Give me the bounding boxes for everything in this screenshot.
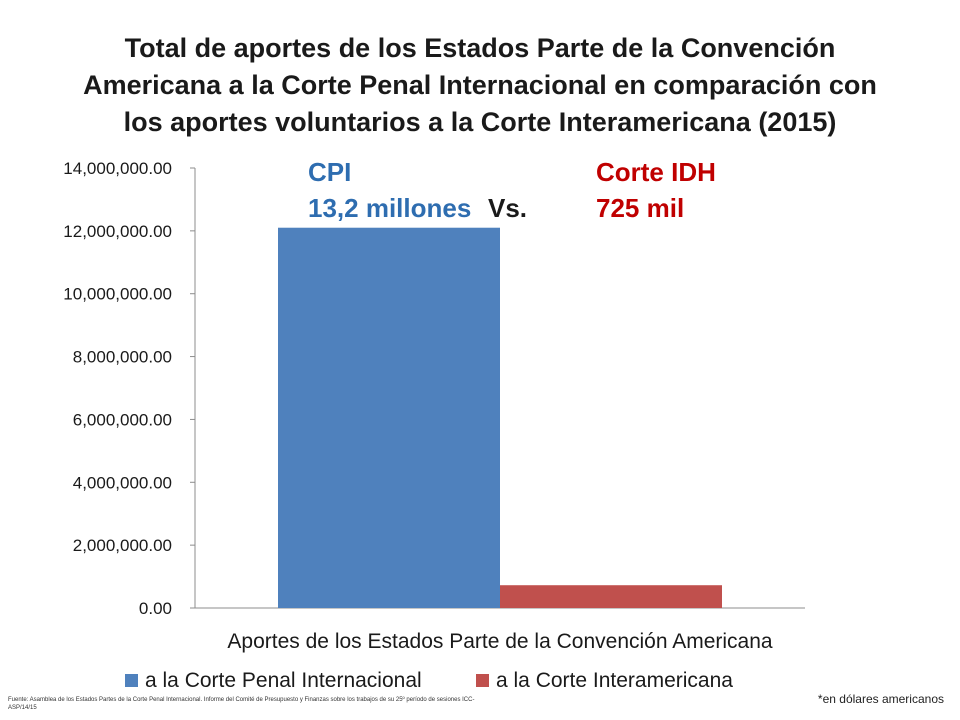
legend-swatch-idh — [476, 674, 489, 687]
y-tick-label: 0.00 — [139, 599, 172, 618]
callout-vs: Vs. — [488, 193, 528, 223]
legend-label-idh: a la Corte Interamericana — [496, 669, 733, 692]
legend-swatch-cpi — [125, 674, 138, 687]
title-line-3: los aportes voluntarios a la Corte Inter… — [123, 107, 837, 137]
y-tick-label: 4,000,000.00 — [73, 473, 172, 492]
x-category-label: Aportes de los Estados Parte de la Conve… — [227, 630, 772, 653]
legend-label-cpi: a la Corte Penal Internacional — [145, 669, 422, 692]
source-footnote: Fuente: Asamblea de los Estados Partes d… — [8, 697, 475, 711]
callout-cpi-label: CPI — [308, 157, 352, 187]
y-tick-label: 8,000,000.00 — [73, 348, 172, 367]
callout-idh-value: 725 mil — [596, 193, 685, 223]
callout-cpi-value: 13,2 millones — [308, 193, 472, 223]
bar-idh — [500, 585, 722, 608]
bar-cpi — [278, 227, 500, 608]
title-line-1: Total de aportes de los Estados Parte de… — [124, 33, 836, 63]
title-line-2: Americana a la Corte Penal Internacional… — [83, 70, 877, 100]
y-tick-label: 12,000,000.00 — [63, 222, 172, 241]
y-tick-label: 2,000,000.00 — [73, 536, 172, 555]
y-tick-label: 14,000,000.00 — [63, 159, 172, 178]
callout-idh-label: Corte IDH — [596, 157, 716, 187]
y-tick-label: 6,000,000.00 — [73, 410, 172, 429]
currency-note: *en dólares americanos — [817, 692, 944, 706]
chart-title: Total de aportes de los Estados Parte de… — [40, 30, 920, 141]
y-tick-label: 10,000,000.00 — [63, 285, 172, 304]
